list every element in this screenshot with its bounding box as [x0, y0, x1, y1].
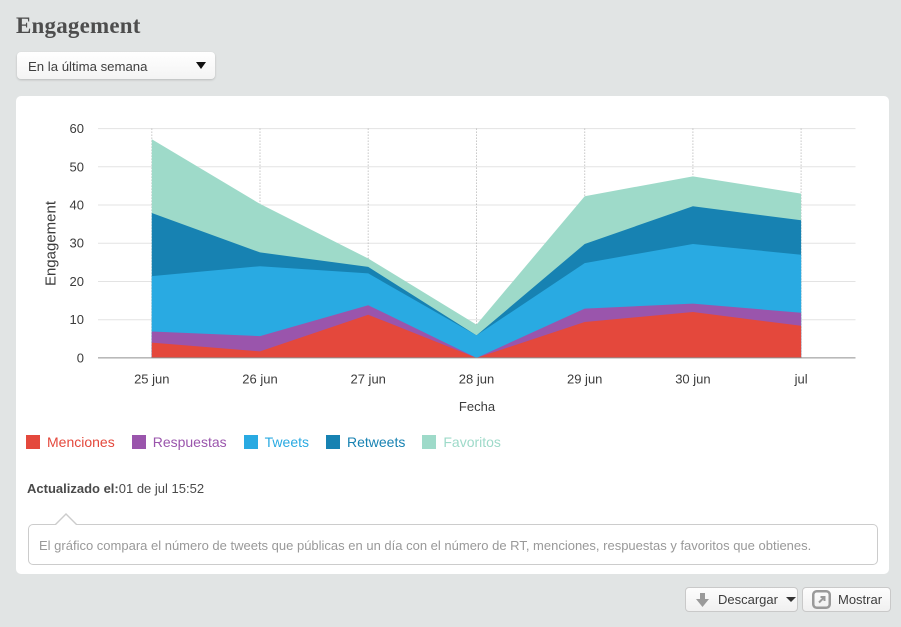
svg-text:29 jun: 29 jun — [567, 372, 602, 387]
svg-text:50: 50 — [70, 159, 84, 174]
svg-text:0: 0 — [77, 350, 84, 365]
svg-text:jul: jul — [794, 372, 808, 387]
svg-text:40: 40 — [70, 198, 84, 213]
svg-text:10: 10 — [70, 312, 84, 327]
svg-text:30: 30 — [70, 236, 84, 251]
svg-text:30 jun: 30 jun — [675, 372, 710, 387]
svg-text:60: 60 — [70, 121, 84, 136]
svg-text:28 jun: 28 jun — [459, 372, 494, 387]
svg-text:25 jun: 25 jun — [134, 372, 169, 387]
svg-text:20: 20 — [70, 274, 84, 289]
svg-text:Fecha: Fecha — [459, 399, 496, 414]
svg-text:27 jun: 27 jun — [350, 372, 385, 387]
svg-text:Engagement: Engagement — [43, 200, 60, 286]
svg-text:26 jun: 26 jun — [242, 372, 277, 387]
